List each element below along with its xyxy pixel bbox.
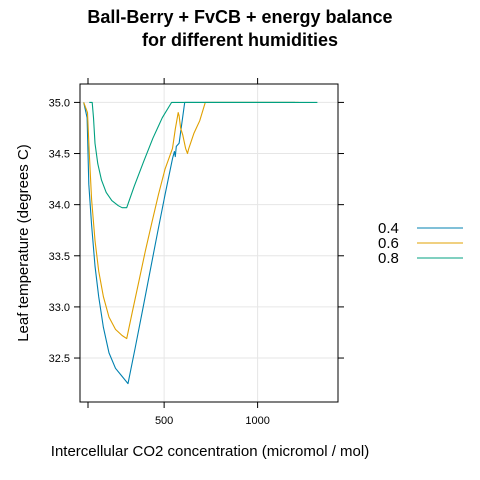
legend-label-0-4: 0.4: [378, 220, 399, 237]
y-tick-label: 34.5: [49, 149, 70, 161]
y-axis: 32.5 33.0 33.5 34.0 34.5 35.0: [49, 97, 344, 365]
series-line-0-8: [89, 101, 318, 209]
y-tick-label: 33.5: [49, 251, 70, 263]
y-axis-label: Leaf temperature (degrees C): [15, 144, 32, 342]
y-tick-label: 35.0: [49, 97, 70, 109]
grid: [80, 84, 338, 402]
series-lines: [83, 101, 318, 385]
legend-label-0-8: 0.8: [378, 250, 399, 267]
legend-label-0-6: 0.6: [378, 235, 399, 252]
series-line-0-6: [83, 101, 299, 340]
legend: 0.40.60.8: [378, 220, 463, 267]
plot-frame: [79, 83, 339, 403]
series-line-0-4: [83, 101, 295, 385]
chart-title-line-1: Ball-Berry + FvCB + energy balance: [87, 7, 392, 27]
x-axis-label: Intercellular CO2 concentration (micromo…: [51, 443, 369, 460]
x-tick-label: 500: [155, 415, 173, 427]
y-tick-label: 32.5: [49, 353, 70, 365]
y-tick-label: 34.0: [49, 200, 70, 212]
x-axis: 500 1000: [87, 78, 270, 427]
y-tick-label: 33.0: [49, 302, 70, 314]
x-tick-label: 1000: [245, 415, 269, 427]
chart-title-line-2: for different humidities: [142, 30, 338, 50]
